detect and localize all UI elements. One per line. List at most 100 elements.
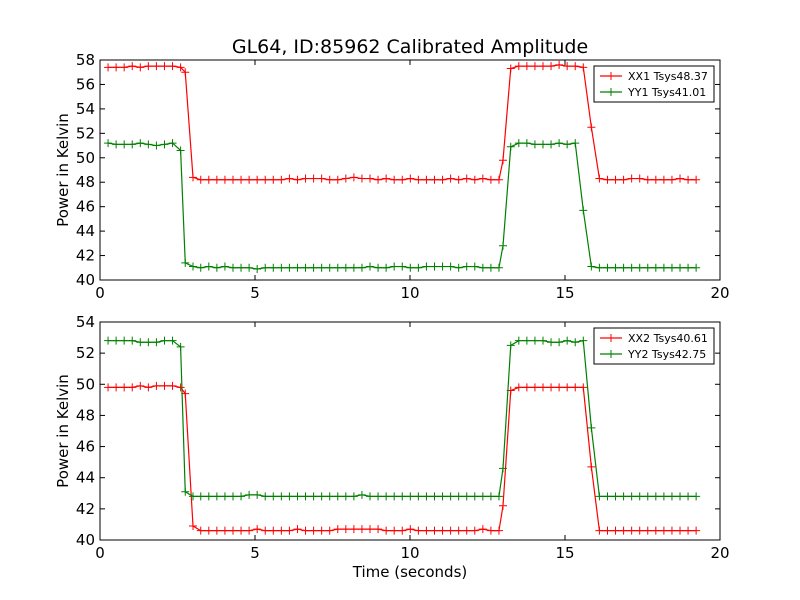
- data-point: [261, 526, 270, 535]
- data-point: [168, 139, 177, 148]
- data-point: [261, 263, 270, 272]
- data-point: [611, 492, 620, 501]
- data-point: [293, 525, 302, 534]
- data-point: [538, 383, 547, 392]
- data-point: [374, 175, 383, 184]
- series-markers-2: [104, 336, 701, 501]
- data-point: [128, 140, 137, 149]
- data-point: [317, 492, 326, 501]
- data-point: [104, 139, 113, 148]
- data-point: [514, 336, 523, 345]
- data-point: [398, 175, 407, 184]
- data-point: [522, 336, 531, 345]
- data-point: [160, 381, 169, 390]
- data-point: [635, 174, 644, 183]
- data-point: [160, 62, 169, 71]
- data-point: [470, 526, 479, 535]
- data-point: [571, 139, 580, 148]
- data-point: [220, 526, 229, 535]
- data-point: [611, 263, 620, 272]
- data-point: [643, 175, 652, 184]
- data-point: [285, 492, 294, 501]
- data-point: [619, 263, 628, 272]
- data-point: [499, 464, 507, 473]
- data-point: [269, 492, 278, 501]
- data-point: [349, 173, 358, 182]
- data-point: [406, 492, 415, 501]
- data-point: [245, 263, 254, 272]
- data-point: [684, 492, 693, 501]
- data-point: [382, 492, 391, 501]
- data-point: [676, 492, 685, 501]
- data-point: [293, 263, 302, 272]
- data-point: [486, 492, 495, 501]
- data-point: [619, 526, 628, 535]
- data-point: [422, 175, 431, 184]
- data-point: [390, 175, 399, 184]
- data-point: [406, 263, 415, 272]
- data-point: [181, 68, 190, 77]
- data-point: [587, 262, 596, 271]
- data-point: [494, 492, 503, 501]
- data-point: [579, 63, 588, 72]
- data-point: [579, 206, 588, 215]
- data-point: [651, 175, 660, 184]
- data-point: [212, 492, 221, 501]
- data-point: [253, 525, 262, 534]
- data-point: [603, 492, 612, 501]
- legend-marker: [607, 334, 615, 342]
- data-point: [414, 492, 423, 501]
- data-point: [486, 175, 495, 184]
- data-point: [253, 265, 262, 273]
- data-point: [470, 262, 479, 271]
- y-tick-label: 46: [76, 438, 95, 456]
- data-point: [349, 525, 358, 534]
- data-point: [514, 139, 523, 148]
- data-point: [587, 423, 596, 432]
- data-point: [349, 492, 358, 501]
- legend-label: XX1 Tsys48.37: [628, 70, 708, 83]
- x-tick-label: 15: [555, 544, 574, 562]
- data-point: [196, 263, 205, 272]
- data-point: [454, 263, 463, 272]
- data-point: [390, 526, 399, 535]
- data-point: [462, 174, 471, 183]
- data-point: [454, 175, 463, 184]
- series-markers-1: [104, 60, 701, 184]
- x-tick-label: 20: [710, 544, 729, 562]
- data-point: [237, 526, 246, 535]
- data-point: [462, 526, 471, 535]
- data-point: [522, 383, 531, 392]
- data-point: [438, 492, 447, 501]
- y-axis-label: Power in Kelvin: [54, 113, 72, 227]
- top-subplot: 0 5 10 15 20 40 42 44 46 48 50 52 54 56 58 Power in Kel…: [54, 51, 730, 302]
- y-tick-label: 48: [76, 173, 95, 191]
- data-point: [144, 383, 153, 392]
- data-point: [189, 521, 197, 530]
- data-point: [366, 492, 375, 501]
- data-point: [555, 338, 564, 347]
- data-point: [635, 263, 644, 272]
- data-point: [422, 492, 431, 501]
- bottom-subplot: 0 5 10 15 20 40 42 44 46 48 50 52 54 Power in Kelvin X…: [54, 313, 730, 562]
- data-point: [168, 336, 177, 345]
- data-point: [220, 175, 229, 184]
- data-point: [357, 263, 366, 272]
- data-point: [285, 526, 294, 535]
- data-point: [499, 156, 507, 165]
- data-point: [563, 383, 572, 392]
- data-point: [684, 526, 693, 535]
- data-point: [285, 263, 294, 272]
- data-point: [261, 175, 270, 184]
- x-tick-label: 15: [555, 284, 574, 302]
- data-point: [237, 175, 246, 184]
- data-point: [325, 175, 334, 184]
- data-point: [414, 526, 423, 535]
- data-point: [204, 175, 213, 184]
- data-point: [538, 140, 547, 149]
- data-point: [619, 492, 628, 501]
- data-point: [430, 262, 439, 271]
- data-point: [245, 490, 254, 499]
- data-point: [611, 526, 620, 535]
- data-point: [144, 62, 153, 71]
